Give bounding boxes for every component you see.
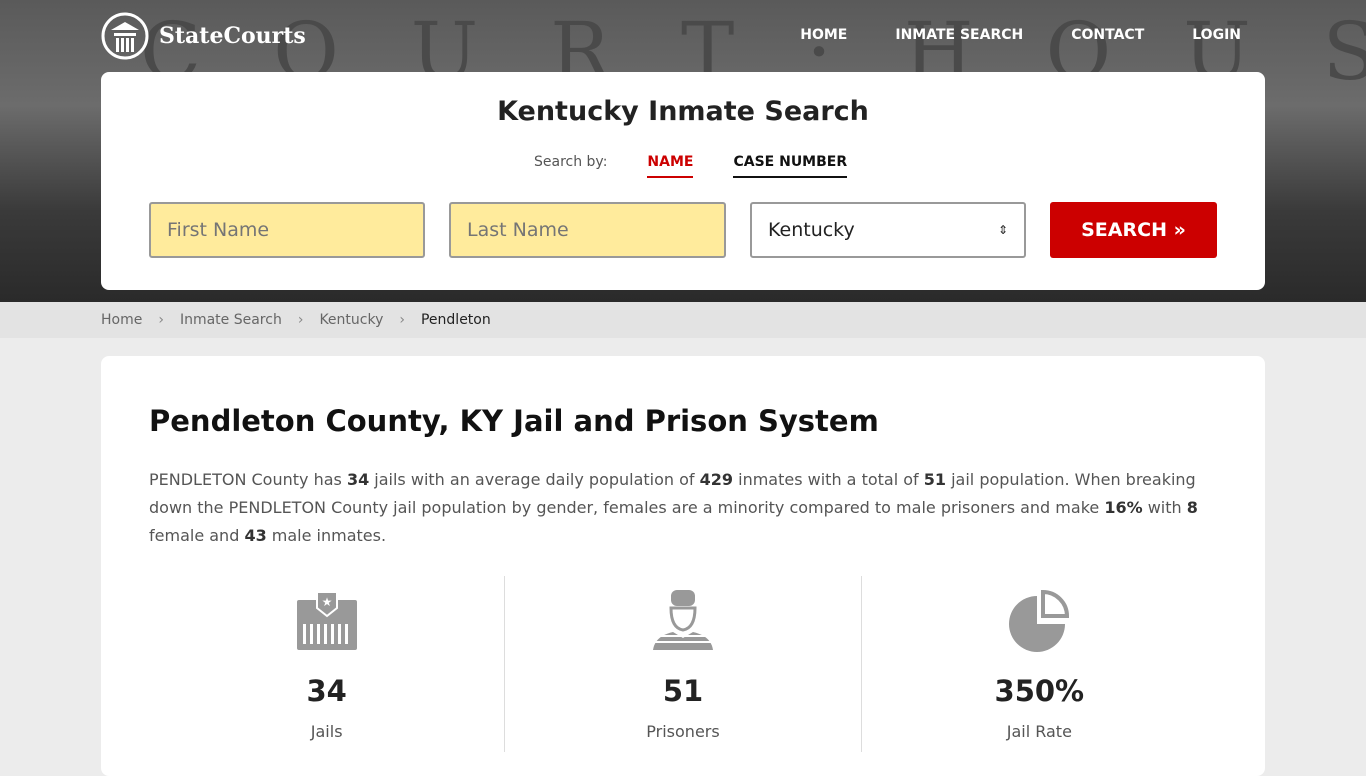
- nav-login[interactable]: LOGIN: [1192, 27, 1241, 43]
- first-name-input[interactable]: [149, 202, 425, 258]
- courthouse-logo-icon: [101, 12, 149, 60]
- state-select[interactable]: Kentucky ⇕: [750, 202, 1026, 258]
- updown-icon: ⇕: [997, 223, 1008, 237]
- crumb-current: Pendleton: [420, 312, 491, 328]
- nav-home[interactable]: HOME: [800, 27, 848, 43]
- crumb-kentucky[interactable]: Kentucky: [319, 312, 384, 328]
- brand-name: StateCourts: [159, 23, 306, 49]
- chevron-right-icon: ›: [297, 312, 304, 328]
- stat-label: Prisoners: [646, 722, 720, 741]
- stat-value: 51: [662, 674, 704, 708]
- nav-inmate-search[interactable]: INMATE SEARCH: [895, 27, 1024, 43]
- svg-text:★: ★: [321, 595, 332, 609]
- state-value: Kentucky: [768, 219, 855, 241]
- chevron-right-icon: ›: [158, 312, 164, 328]
- crumb-home[interactable]: Home: [101, 312, 143, 328]
- search-by-label: Search by:: [534, 154, 608, 170]
- last-name-input[interactable]: [449, 202, 726, 258]
- stat-value: 350%: [994, 674, 1085, 708]
- search-title: Kentucky Inmate Search: [497, 96, 869, 127]
- stat-value: 34: [306, 674, 347, 708]
- summary-paragraph: PENDLETON County has 34 jails with an av…: [149, 470, 1198, 545]
- pie-chart-icon: [1009, 589, 1070, 652]
- tab-name[interactable]: NAME: [647, 154, 694, 178]
- tab-case-number[interactable]: CASE NUMBER: [733, 154, 848, 178]
- breadcrumb: Home › Inmate Search › Kentucky › Pendleton: [0, 302, 1366, 338]
- logo[interactable]: StateCourts: [101, 12, 306, 60]
- stat-label: Jails: [310, 722, 343, 741]
- page-title: Pendleton County, KY Jail and Prison Sys…: [149, 404, 879, 438]
- crumb-inmate-search[interactable]: Inmate Search: [179, 312, 282, 328]
- chevron-right-icon: ›: [399, 312, 405, 328]
- top-nav: HOME INMATE SEARCH CONTACT LOGIN: [800, 27, 1241, 43]
- jail-icon: ★: [296, 591, 357, 650]
- stat-jail-rate: 350% Jail Rate: [862, 576, 1217, 752]
- stat-label: Jail Rate: [1006, 722, 1072, 741]
- nav-contact[interactable]: CONTACT: [1071, 27, 1145, 43]
- search-card: Kentucky Inmate Search Search by: NAME C…: [101, 72, 1265, 290]
- stat-jails: ★ 34 Jails: [149, 576, 506, 752]
- prisoner-icon: [652, 590, 713, 650]
- search-button[interactable]: SEARCH »: [1050, 202, 1217, 258]
- stat-prisoners: 51 Prisoners: [505, 576, 862, 752]
- content-card: Pendleton County, KY Jail and Prison Sys…: [101, 356, 1265, 776]
